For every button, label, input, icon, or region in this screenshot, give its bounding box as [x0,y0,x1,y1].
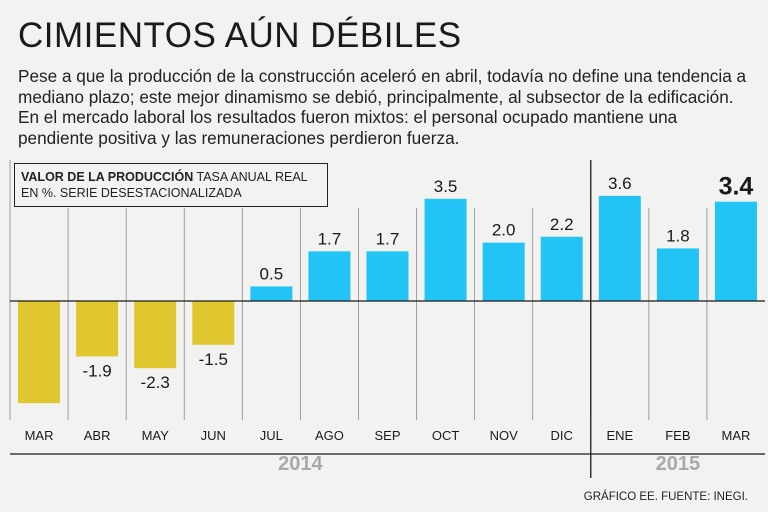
legend-box: VALOR DE LA PRODUCCIÓN TASA ANUAL REAL E… [14,163,328,207]
data-label: -2.3 [141,373,170,392]
bar [76,301,119,357]
bar [250,286,293,301]
legend-rest-label: TASA ANUAL REAL EN %. SERIE DESESTACIONA… [21,170,308,200]
data-label: 1.8 [666,226,690,245]
data-label: 2.0 [492,221,516,240]
data-label: 1.7 [318,229,342,248]
year-label: 2015 [656,453,701,475]
data-label: 3.4 [719,173,754,201]
x-tick-label: AGO [315,428,344,443]
data-label: -1.5 [199,350,228,369]
data-label: 1.7 [376,229,400,248]
data-label: 0.5 [260,264,284,283]
data-label: -1.9 [82,361,111,380]
bar [308,251,351,301]
x-tick-label: DIC [551,428,573,443]
x-tick-label: MAR [722,428,751,443]
x-tick-label: MAR [25,428,54,443]
chart-subtitle: Pese a que la producción de la construcc… [18,66,747,148]
source-note: GRÁFICO EE. FUENTE: INEGI. [583,491,748,503]
data-label: 3.5 [434,177,458,196]
bar [366,251,409,301]
bar [714,201,757,301]
bar [424,198,467,301]
x-tick-label: FEB [665,428,690,443]
legend-bold-label: VALOR DE LA PRODUCCIÓN [21,170,194,184]
x-tick-label: OCT [432,428,460,443]
x-tick-label: ABR [84,428,111,443]
x-tick-label: JUL [260,428,283,443]
year-label: 2014 [278,453,323,475]
bar [540,236,583,301]
data-label: 2.2 [550,215,574,234]
bar [18,301,61,404]
x-tick-label: MAY [142,428,170,443]
bar [656,248,699,301]
bar [598,195,641,301]
x-tick-label: SEP [374,428,400,443]
bar [134,301,177,369]
x-tick-label: NOV [490,428,519,443]
bar [482,242,525,301]
x-tick-label: ENE [606,428,633,443]
chart-title: CIMIENTOS AÚN DÉBILES [18,16,462,55]
x-tick-label: JUN [201,428,226,443]
bar [192,301,235,345]
data-label: 3.6 [608,174,632,193]
